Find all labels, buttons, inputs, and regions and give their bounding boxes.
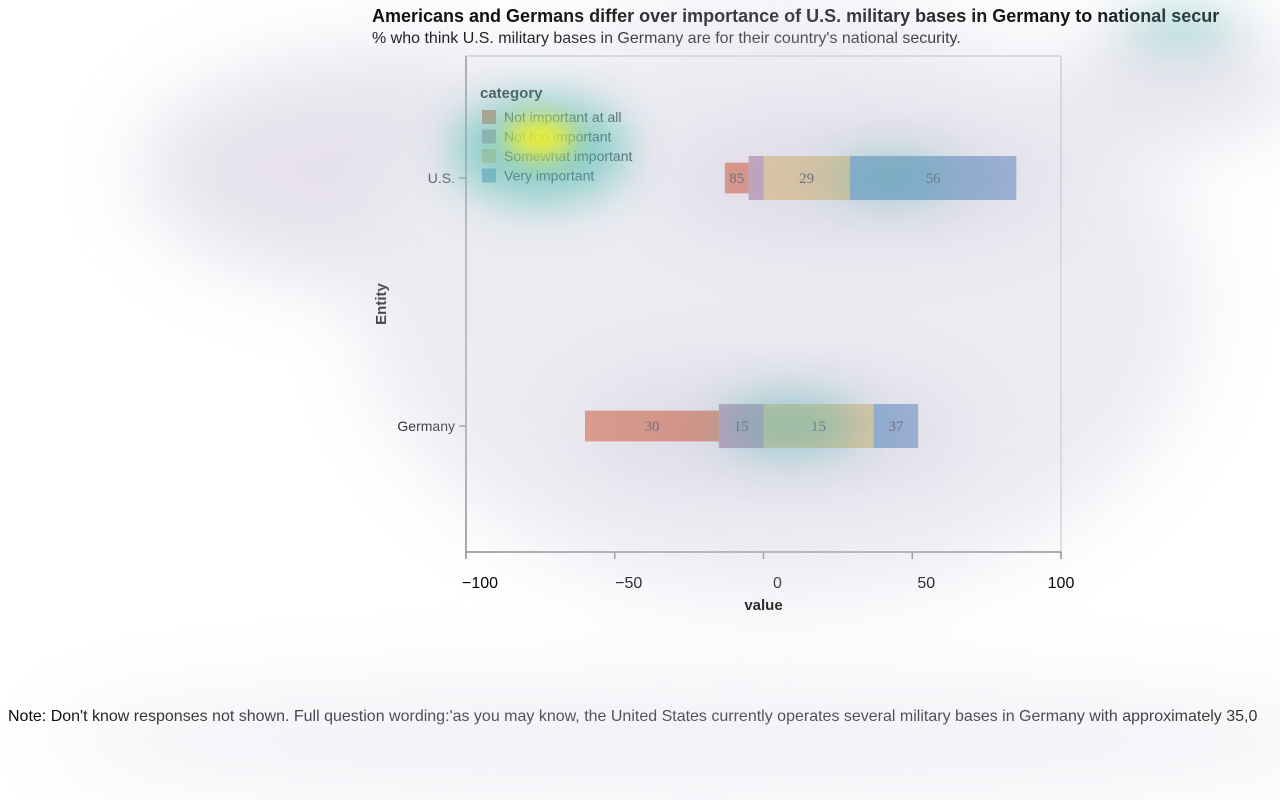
data-label: 37 bbox=[888, 419, 904, 435]
legend-entry: Not important at all bbox=[504, 109, 622, 125]
data-label: 85 bbox=[729, 171, 744, 187]
legend-entry: Somewhat important bbox=[504, 148, 633, 164]
x-tick-label: −50 bbox=[615, 575, 642, 592]
data-label: 15 bbox=[734, 419, 749, 435]
data-label: 15 bbox=[811, 419, 826, 435]
x-tick-label: 0 bbox=[773, 575, 782, 592]
legend-swatch bbox=[482, 149, 496, 163]
footnote: Note: Don't know responses not shown. Fu… bbox=[8, 708, 1258, 725]
x-axis-title: value bbox=[744, 597, 782, 614]
y-category-label: Germany bbox=[397, 418, 455, 434]
x-tick-label: 100 bbox=[1048, 575, 1075, 592]
legend-entry: Not too important bbox=[504, 129, 611, 145]
legend-swatch bbox=[482, 110, 496, 124]
legend-entry: Very important bbox=[504, 168, 594, 184]
y-category-label: U.S. bbox=[428, 170, 455, 186]
x-tick-label: −100 bbox=[462, 575, 498, 592]
legend-swatch bbox=[482, 168, 496, 183]
y-axis-title: Entity bbox=[373, 283, 390, 325]
bar-chart: −100 −50 0 50 100 value U.S. Germany Entity 85 29 5… bbox=[373, 55, 1075, 614]
legend-title: category bbox=[480, 85, 543, 102]
data-label: 30 bbox=[644, 419, 659, 435]
bar-segment bbox=[748, 156, 764, 200]
data-label: 56 bbox=[926, 171, 942, 187]
x-tick-label: 50 bbox=[917, 575, 935, 592]
data-label: 29 bbox=[799, 171, 814, 187]
legend-swatch bbox=[482, 129, 496, 144]
